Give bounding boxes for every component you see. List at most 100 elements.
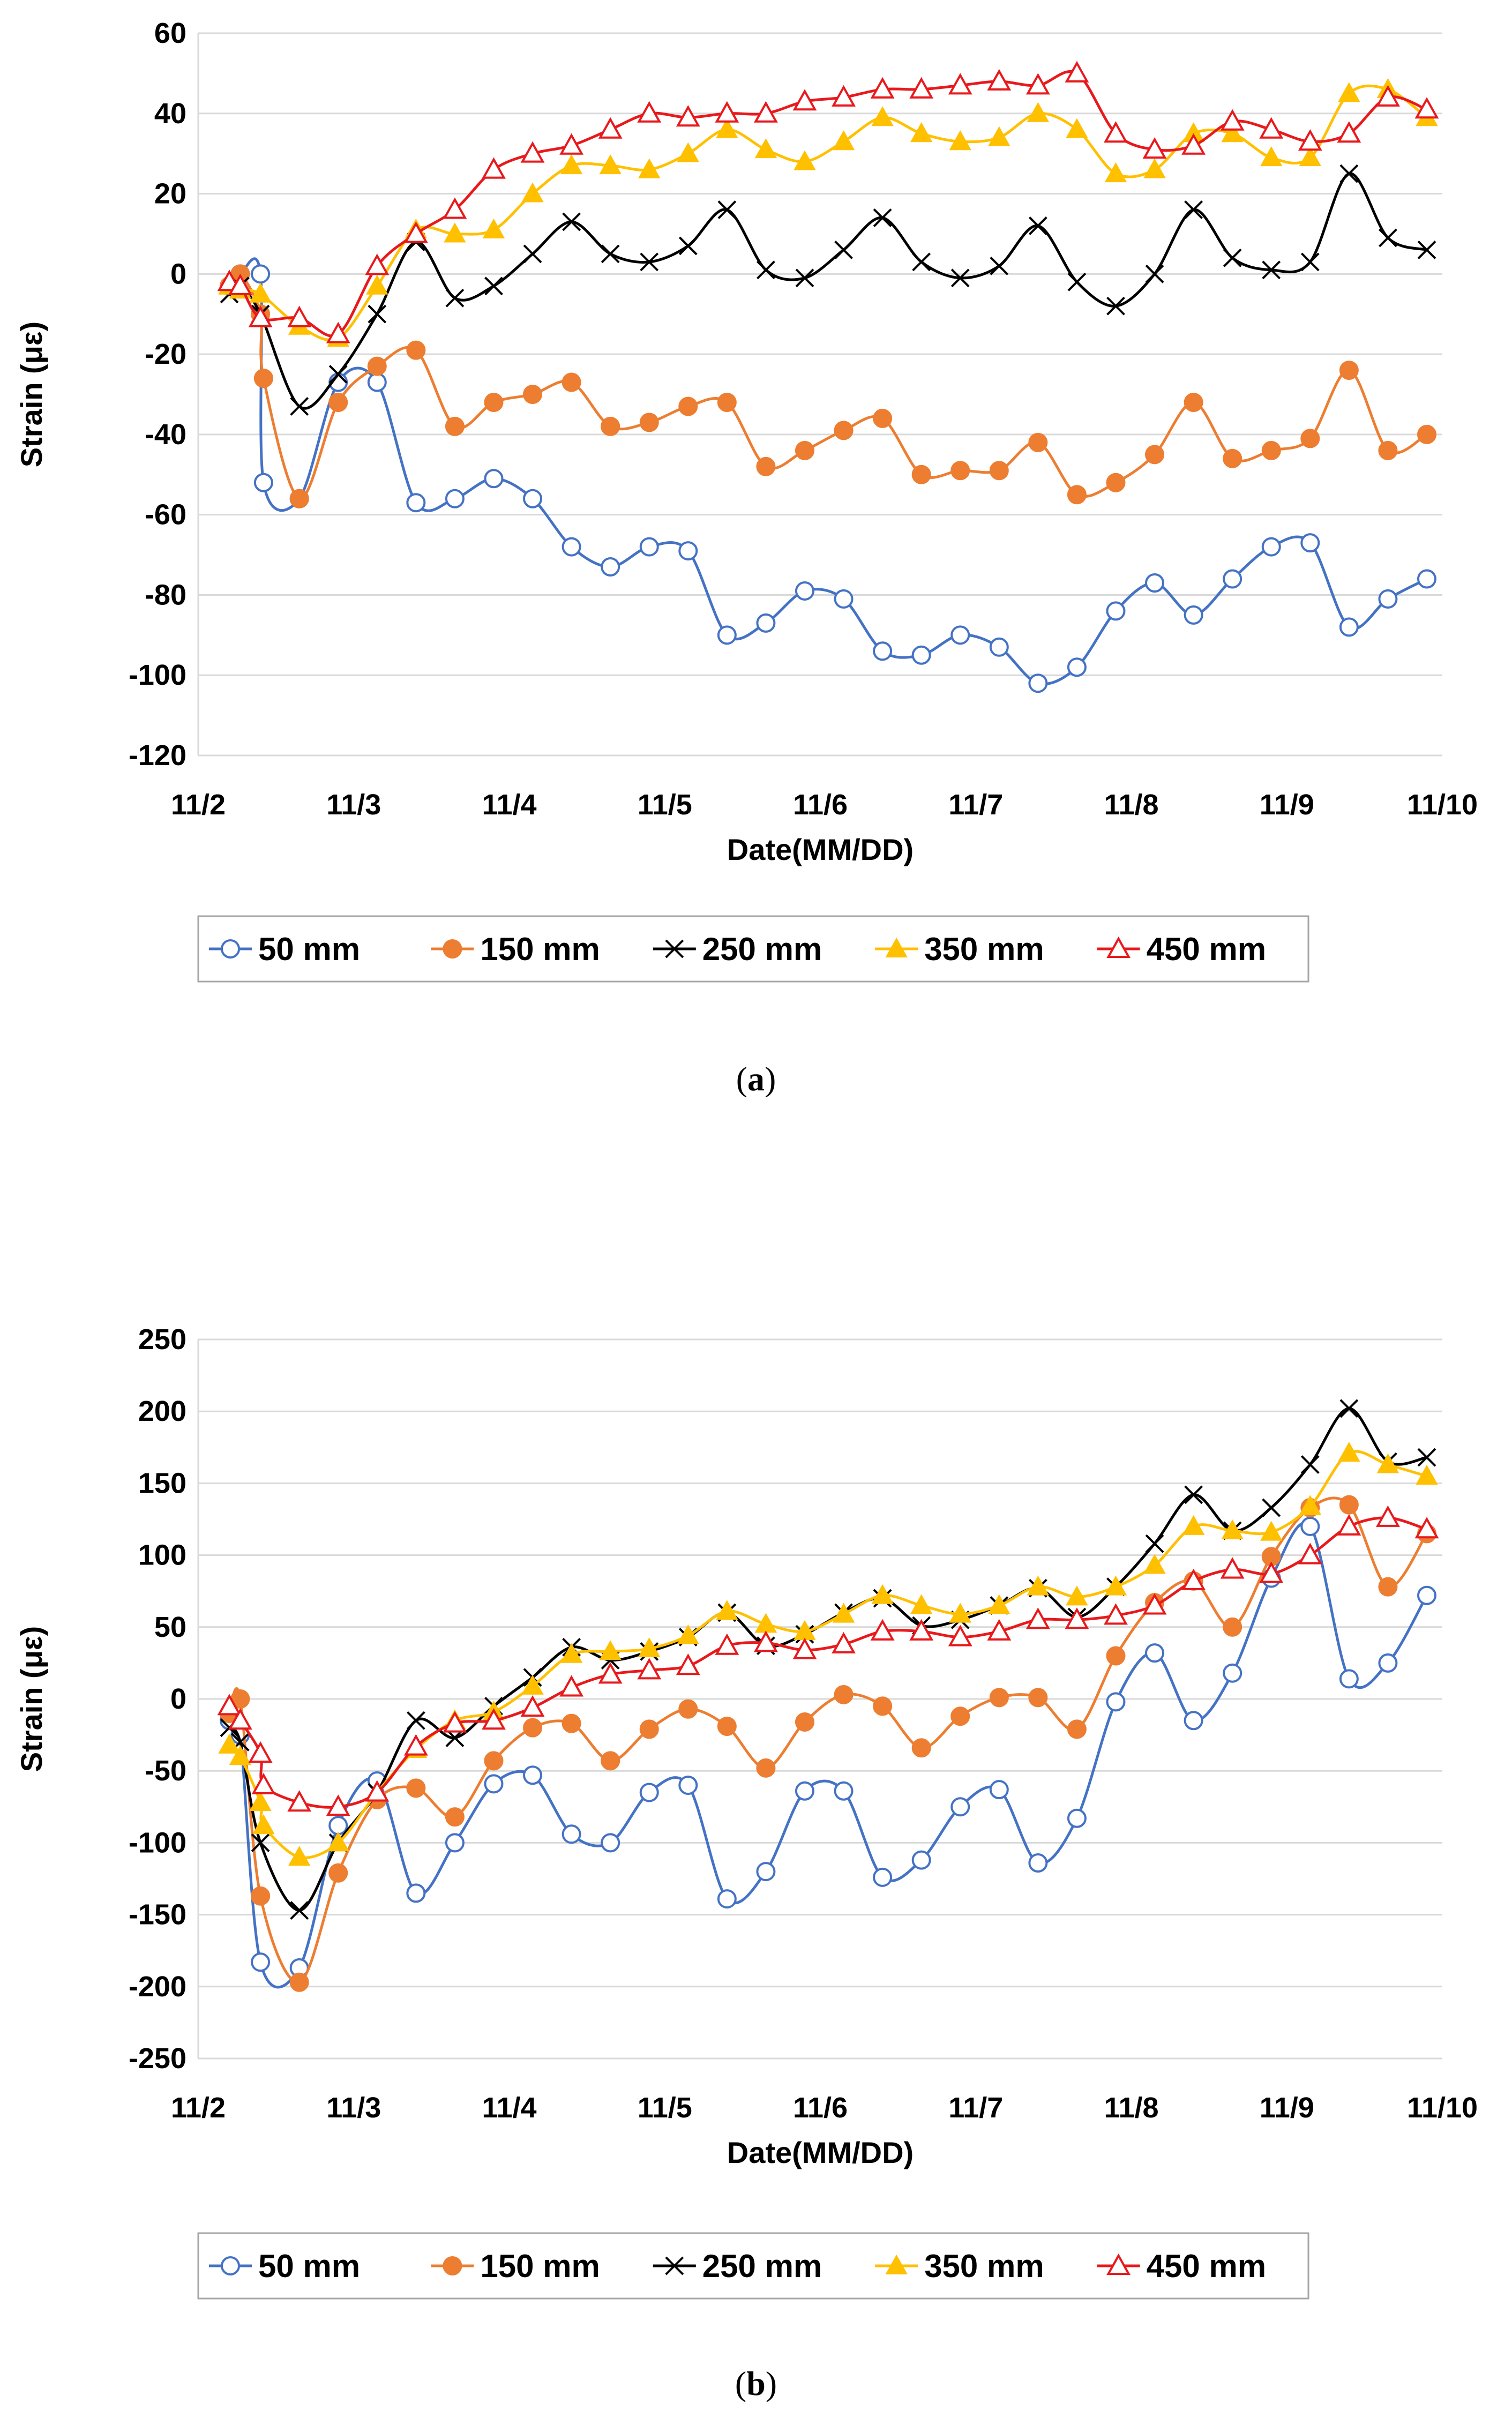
chart-a-x-tick-label: 11/3 [326, 789, 381, 821]
chart-a-data-point [445, 416, 465, 436]
chart-b-data-point [1145, 1534, 1164, 1553]
chart-b-data-point [1066, 1585, 1088, 1606]
chart-b-data-point [217, 1694, 242, 1716]
chart-a-data-point [834, 589, 854, 609]
chart-a-data-point [482, 157, 506, 179]
chart-a-series-450-mm [217, 61, 1439, 343]
chart-a-data-point [1339, 361, 1359, 380]
chart-panel-b: 250 200 150 100 50 0 -50 -100 -150 -200 -250 11/2 11… [0, 1227, 1512, 2418]
chart-a-data-point [601, 557, 620, 577]
chart-a-data-point [870, 77, 895, 99]
chart-a-data-point [482, 218, 505, 238]
chart-b-data-point [638, 1637, 661, 1658]
chart-a-data-point [1184, 605, 1203, 625]
chart-a-data-point [444, 222, 466, 243]
chart-a-x-tick-label: 11/8 [1104, 789, 1158, 821]
chart-a-data-point [1104, 162, 1127, 183]
chart-b-data-point [326, 1794, 350, 1816]
chart-b-series-250-mm [220, 1399, 1436, 1920]
chart-b-data-point [403, 1734, 428, 1756]
chart-a-y-tick-label: -20 [145, 338, 186, 370]
chart-a-y-axis-title: Strain (με) [14, 321, 48, 467]
chart-a-data-point [1106, 296, 1125, 316]
chart-a-data-point [1026, 73, 1050, 95]
chart-a-data-point [871, 106, 894, 126]
chart-a-x-tick-label: 11/2 [171, 789, 226, 821]
line-chart-a: 60 40 20 0 -20 -40 -60 -80 -100 -120 11/2 11/3 11/4 1… [14, 17, 1478, 1098]
chart-a-data-point [1145, 445, 1165, 465]
chart-a-data-point [911, 465, 931, 484]
chart-a-data-point [756, 260, 775, 280]
chart-a-data-point [1067, 485, 1087, 505]
chart-a-data-point [1298, 129, 1322, 151]
chart-b-data-point [1417, 1585, 1436, 1605]
chart-b-data-point [1104, 1575, 1127, 1596]
chart-b-data-point [988, 1594, 1011, 1614]
chart-a-caption: (a) [736, 1060, 776, 1098]
chart-b-data-point [1339, 1669, 1359, 1689]
chart-b-data-point [1067, 1719, 1087, 1739]
chart-b-data-point [756, 1862, 776, 1882]
chart-a-data-point [795, 440, 814, 460]
chart-a-series-line [229, 70, 1427, 338]
chart-a-data-point [328, 365, 348, 384]
chart-a-data-point [1223, 569, 1242, 589]
chart-b-data-point [1106, 1646, 1126, 1666]
chart-b-data-point [484, 1774, 504, 1794]
chart-b-data-point [601, 1833, 620, 1853]
chart-a-data-point [1299, 146, 1321, 167]
chart-b-y-tick-label: -250 [129, 2042, 186, 2075]
chart-a-y-tick-label: -120 [129, 739, 186, 772]
chart-a-data-point [1260, 146, 1283, 167]
chart-a-legend-swatch-marker [221, 939, 240, 959]
chart-a-legend-label: 150 mm [480, 931, 600, 967]
chart-b-data-point [251, 1833, 270, 1852]
chart-b-series-line [228, 1516, 1427, 1809]
chart-b-y-tick-label: -100 [129, 1826, 186, 1859]
chart-a-data-point [717, 625, 737, 645]
chart-a-data-point [1223, 448, 1242, 468]
chart-b-data-point [873, 1867, 893, 1887]
chart-a-legend: 50 mm 150 mm 250 mm 350 mm 450 mm [197, 915, 1309, 983]
chart-b-x-tick-label: 11/8 [1104, 2092, 1158, 2124]
chart-a-data-point [228, 273, 252, 295]
chart-a-series-350-mm [218, 78, 1438, 347]
chart-a-data-point [987, 69, 1012, 91]
chart-a-data-point [795, 268, 814, 288]
chart-a-y-tick-label: 40 [154, 98, 186, 130]
chart-a-data-point [523, 244, 542, 264]
chart-b-data-point [832, 1631, 856, 1654]
chart-b-data-point [520, 1695, 545, 1717]
chart-b-legend-item: 250 mm [653, 2248, 822, 2284]
chart-b-data-point [1339, 1495, 1359, 1515]
chart-a-data-point [1067, 657, 1087, 677]
chart-a-legend-label: 50 mm [258, 931, 360, 967]
chart-b-x-tick-label: 11/4 [482, 2092, 536, 2124]
chart-a-legend-swatch-marker [885, 937, 908, 957]
chart-a-x-tick-label: 11/4 [482, 789, 536, 821]
chart-a-data-point [559, 133, 584, 155]
chart-b-data-point [482, 1708, 506, 1730]
chart-a-data-point [1300, 252, 1320, 272]
chart-b-series-450-mm [217, 1505, 1439, 1816]
chart-a-data-point [1417, 240, 1436, 259]
chart-a-data-point [406, 493, 426, 513]
chart-a-data-point [1417, 569, 1436, 589]
chart-b-data-point [639, 1783, 659, 1802]
chart-a-x-tick-label: 11/6 [793, 789, 848, 821]
chart-b-x-tick-label: 11/9 [1260, 2092, 1314, 2124]
chart-a-series-line [228, 172, 1427, 410]
chart-b-data-point [1417, 1448, 1436, 1467]
chart-a-data-point [562, 372, 581, 392]
chart-a-data-point [366, 274, 388, 295]
chart-b-data-point [251, 1886, 271, 1906]
chart-a-data-point [638, 158, 661, 178]
chart-b-data-point [639, 1719, 659, 1739]
chart-b-data-point [1337, 1514, 1361, 1536]
chart-b-data-point [287, 1790, 312, 1812]
chart-b-data-point [870, 1619, 895, 1641]
chart-a-data-point [989, 637, 1009, 657]
chart-b-data-point [1182, 1515, 1205, 1535]
chart-b-data-point [949, 1603, 971, 1623]
chart-b-data-point [910, 1594, 933, 1614]
